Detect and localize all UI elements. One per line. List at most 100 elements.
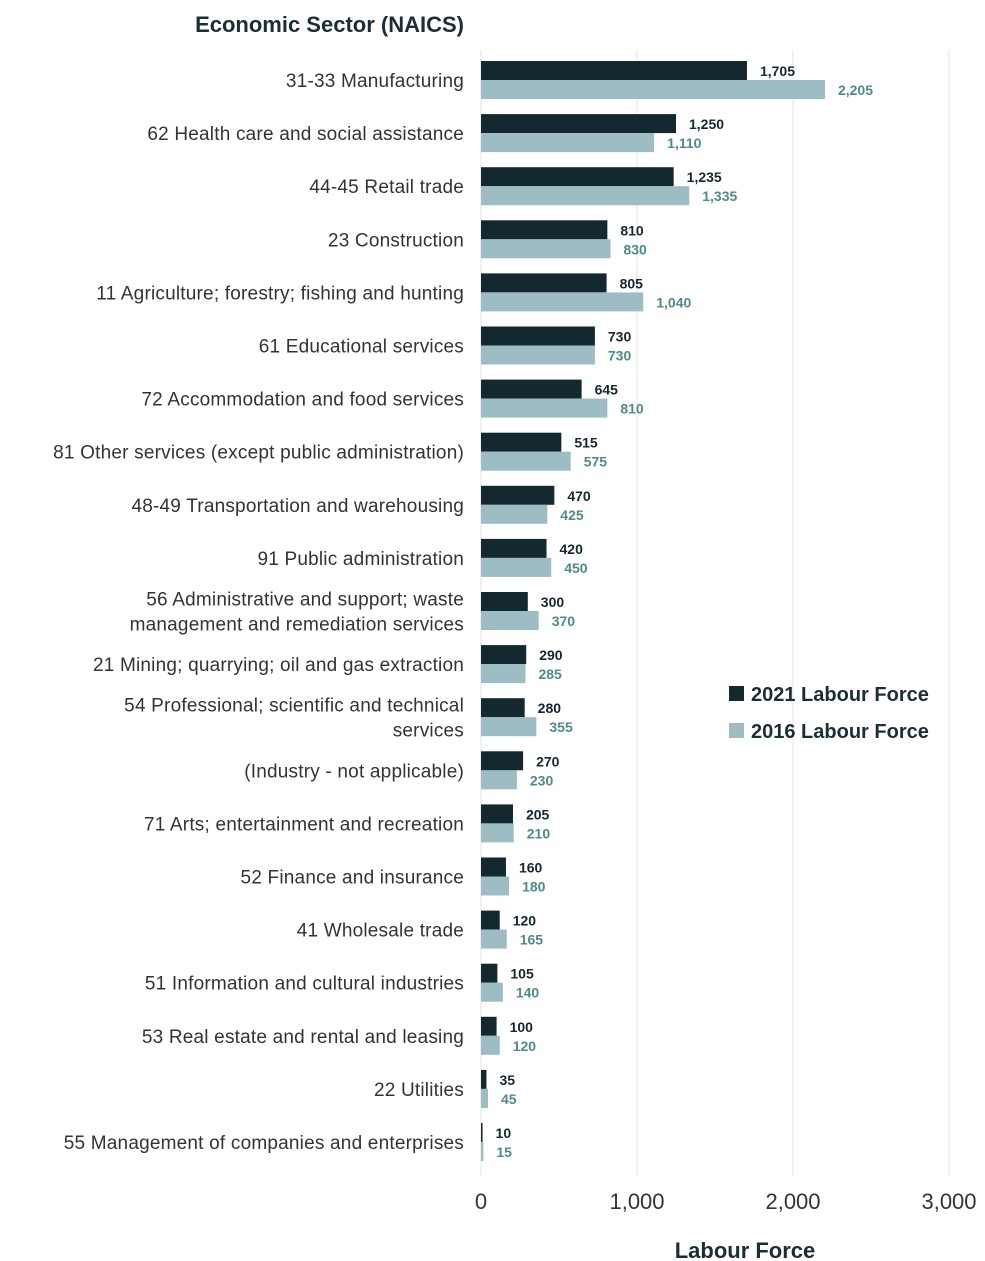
category-label-20: 55 Management of companies and enterpris… (64, 1133, 464, 1154)
value-label-2016-2: 1,335 (702, 188, 737, 204)
bar-2016-17 (481, 982, 503, 1002)
x-tick-label-2000: 2,000 (765, 1189, 820, 1214)
category-label-13: (Industry - not applicable) (244, 761, 464, 782)
bar-2016-1 (481, 133, 655, 153)
value-label-2021-12: 280 (538, 700, 562, 716)
category-label-1: 62 Health care and social assistance (147, 124, 464, 145)
value-label-2016-13: 230 (530, 772, 554, 788)
category-label-4: 11 Agriculture; forestry; fishing and hu… (96, 283, 464, 304)
bar-2016-6 (481, 398, 608, 418)
value-label-2016-3: 830 (623, 241, 647, 257)
bar-2016-20 (481, 1142, 484, 1161)
bar-2016-9 (481, 557, 552, 577)
legend-label-2021: 2021 Labour Force (751, 684, 929, 706)
bar-2021-15 (481, 857, 506, 877)
bar-2021-8 (481, 485, 555, 505)
value-label-2021-13: 270 (536, 753, 560, 769)
category-label-10: 56 Administrative and support; waste mana… (130, 590, 464, 636)
value-label-2016-6: 810 (620, 401, 644, 417)
legend-swatch-2016 (729, 723, 744, 738)
category-label-12: 54 Professional; scientific and technica… (124, 696, 464, 742)
value-label-2016-14: 210 (527, 825, 551, 841)
value-label-2021-6: 645 (595, 382, 619, 398)
y-axis-title: Economic Sector (NAICS) (195, 12, 464, 37)
value-label-2021-18: 100 (510, 1019, 534, 1035)
bar-2016-19 (481, 1088, 489, 1108)
value-label-2021-4: 805 (620, 275, 644, 291)
bar-2021-1 (481, 114, 676, 134)
bar-2021-13 (481, 751, 524, 771)
value-label-2021-0: 1,705 (760, 63, 795, 79)
bar-2021-20 (481, 1123, 483, 1142)
x-tick-label-0: 0 (475, 1189, 487, 1214)
value-label-2016-10: 370 (552, 613, 576, 629)
bar-2016-8 (481, 504, 548, 524)
x-axis-title: Labour Force (675, 1238, 816, 1261)
value-label-2016-1: 1,110 (667, 135, 701, 151)
category-label-6: 72 Accommodation and food services (141, 390, 464, 411)
bar-2016-18 (481, 1035, 500, 1055)
bars (481, 61, 825, 1161)
bar-2016-13 (481, 770, 517, 790)
legend-label-2016: 2016 Labour Force (751, 721, 929, 743)
value-label-2016-20: 15 (496, 1144, 512, 1160)
value-label-2016-12: 355 (549, 719, 573, 735)
value-label-2016-7: 575 (584, 454, 608, 470)
value-label-2021-20: 10 (496, 1125, 512, 1141)
bar-2021-6 (481, 379, 582, 399)
bar-2021-19 (481, 1069, 487, 1089)
value-label-2021-5: 730 (608, 329, 632, 345)
bar-2021-7 (481, 432, 562, 452)
bar-2016-0 (481, 80, 825, 99)
bar-2016-16 (481, 929, 507, 949)
category-label-14: 71 Arts; entertainment and recreation (144, 814, 464, 835)
bar-2016-4 (481, 292, 644, 312)
bar-2016-12 (481, 717, 537, 737)
category-label-16: 41 Wholesale trade (297, 921, 464, 942)
x-tick-label-1000: 1,000 (609, 1189, 664, 1214)
bar-2021-5 (481, 326, 595, 346)
bar-2021-3 (481, 220, 608, 240)
bar-2016-2 (481, 186, 690, 206)
value-label-2016-0: 2,205 (838, 82, 873, 98)
category-label-8: 48-49 Transportation and warehousing (131, 496, 464, 517)
value-label-2016-19: 45 (501, 1091, 517, 1107)
bar-2016-10 (481, 611, 539, 630)
value-label-2021-9: 420 (560, 541, 584, 557)
value-label-2016-17: 140 (516, 985, 540, 1001)
value-label-2021-14: 205 (526, 806, 550, 822)
bar-2016-3 (481, 239, 611, 259)
bar-2021-2 (481, 167, 674, 187)
value-label-2016-15: 180 (522, 879, 546, 895)
value-label-2021-15: 160 (519, 860, 543, 876)
value-label-2021-11: 290 (539, 647, 563, 663)
bar-2021-17 (481, 963, 498, 983)
value-label-2021-10: 300 (541, 594, 565, 610)
bar-2021-12 (481, 698, 525, 718)
bar-2021-11 (481, 645, 527, 665)
bar-2021-10 (481, 592, 528, 611)
value-label-2021-2: 1,235 (687, 169, 722, 185)
bar-2021-4 (481, 273, 607, 293)
category-label-19: 22 Utilities (374, 1080, 464, 1101)
value-label-2016-16: 165 (520, 932, 544, 948)
value-label-2021-8: 470 (567, 488, 591, 504)
value-label-2016-9: 450 (564, 560, 588, 576)
category-label-18: 53 Real estate and rental and leasing (142, 1027, 464, 1048)
legend: 2021 Labour Force 2016 Labour Force (729, 684, 929, 743)
value-label-2021-17: 105 (510, 966, 534, 982)
bar-2016-5 (481, 345, 595, 365)
category-label-9: 91 Public administration (257, 549, 464, 570)
category-labels: 31-33 Manufacturing 62 Health care and so… (53, 71, 464, 1154)
value-labels: 1,705 2,205 1,250 1,110 1,235 1,335 810 830 805 1… (496, 63, 874, 1160)
value-label-2016-5: 730 (608, 348, 632, 364)
category-label-11: 21 Mining; quarrying; oil and gas extrac… (93, 655, 464, 676)
value-label-2016-8: 425 (560, 507, 584, 523)
x-tick-label-3000: 3,000 (921, 1189, 976, 1214)
value-label-2021-7: 515 (574, 435, 598, 451)
bar-2021-0 (481, 61, 747, 80)
value-label-2021-16: 120 (513, 913, 537, 929)
bar-2021-18 (481, 1016, 497, 1036)
bar-2016-7 (481, 451, 571, 471)
